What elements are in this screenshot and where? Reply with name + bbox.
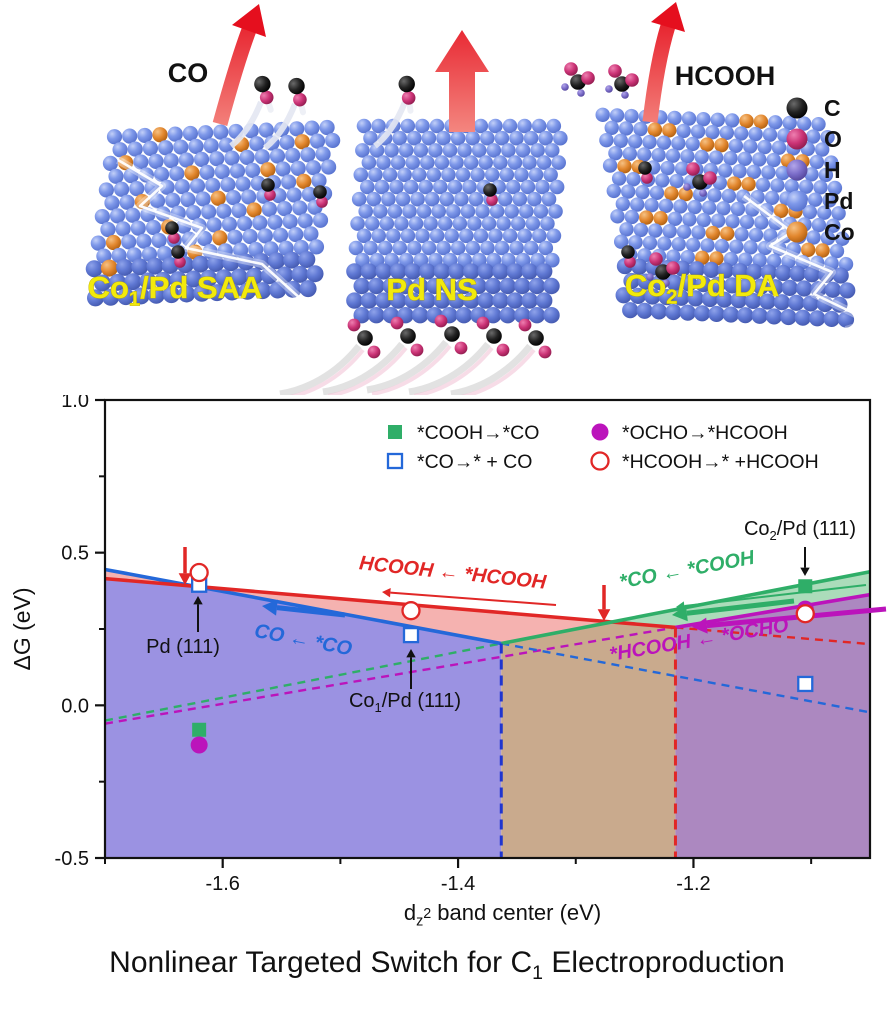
atom-legend-item-pd: Pd xyxy=(786,188,853,214)
o-atom-icon xyxy=(786,128,808,150)
line-label: *CO ← *COOH xyxy=(618,547,757,594)
co-atom-icon xyxy=(786,221,808,243)
axes: -1.6 -1.4 -1.2 1.0 0.5 0.0 -0.5 dz2 band center… xyxy=(55,395,872,929)
point-label-arrow xyxy=(800,547,810,576)
co-flow-label: CO xyxy=(168,58,209,88)
point-label-text: Co2/Pd (111) xyxy=(744,518,856,543)
legend-item-2: *CO→* + CO xyxy=(386,451,532,473)
adsorbed-co xyxy=(171,245,186,268)
co2-molecule xyxy=(476,316,510,357)
atom-legend-label: C xyxy=(824,95,841,121)
y-tick-label: 0.0 xyxy=(61,695,89,717)
guide-arrow xyxy=(597,585,611,621)
free-energy-chart: -1.6 -1.4 -1.2 1.0 0.5 0.0 -0.5 dz2 band center… xyxy=(9,395,887,929)
atom-legend-label: Pd xyxy=(824,188,853,214)
point-label-text: Co1/Pd (111) xyxy=(349,690,461,715)
pd-atom-icon xyxy=(786,190,808,212)
legend-item-3: *HCOOH→* +HCOOH xyxy=(590,451,819,473)
legend-label: *COOH→*CO xyxy=(417,422,539,444)
adsorbed-co xyxy=(483,183,498,206)
h-atom-icon xyxy=(786,159,808,181)
atom-legend-label: Co xyxy=(824,219,855,245)
adsorbed-co xyxy=(165,221,180,244)
x-tick-label: -1.6 xyxy=(205,873,239,895)
series-3 xyxy=(189,562,815,624)
atom-legend-item-o: O xyxy=(786,126,842,152)
point-label-arrow xyxy=(406,649,416,689)
adsorbed-co xyxy=(313,185,328,208)
co2-molecule xyxy=(390,316,424,357)
y-tick-label: 0.5 xyxy=(61,543,89,565)
co2-molecule xyxy=(347,318,381,359)
region-middle xyxy=(501,622,676,858)
slab-label-1: Co1/Pd SAA xyxy=(88,270,263,310)
caption-text: Nonlinear Targeted Switch for C xyxy=(109,946,533,979)
hcooh-molecule xyxy=(646,252,680,287)
y-tick-label: -0.5 xyxy=(55,848,89,870)
hcooh-molecule xyxy=(683,162,717,197)
adsorbed-co xyxy=(261,178,276,201)
hcooh-flow-label: HCOOH xyxy=(675,61,776,91)
adsorbed-co xyxy=(638,161,653,184)
hcooh-arrow xyxy=(642,23,676,123)
adsorbed-co xyxy=(621,245,636,268)
lightning-bolt-left xyxy=(117,158,303,301)
atom-legend-label: O xyxy=(824,126,842,152)
point-label-arrow xyxy=(193,596,203,632)
atom-legend-item-co: Co xyxy=(786,219,855,245)
desorption-arrows xyxy=(212,2,685,132)
x-tick-label: -1.2 xyxy=(676,873,710,895)
atom-legend: COH Pd Co xyxy=(786,95,855,245)
middle-up-arrow xyxy=(435,30,489,132)
legend-item-0: *COOH→*CO xyxy=(388,422,539,444)
x-axis-title: dz2 band center (eV) xyxy=(404,900,601,929)
chart-legend: *COOH→*CO *OCHO→*HCOOH *CO→* + CO *HCOOH→* … xyxy=(386,422,819,473)
region-left xyxy=(105,578,502,858)
guide-arrow xyxy=(178,547,192,585)
slab-label-3: Co2/Pd DA xyxy=(625,268,779,308)
x-tick-label: -1.4 xyxy=(441,873,475,895)
point-label-text: Pd (111) xyxy=(146,636,220,658)
atom-legend-label: H xyxy=(824,157,841,183)
co-molecule xyxy=(254,75,274,113)
region-right xyxy=(675,594,870,858)
y-axis-title: ΔG (eV) xyxy=(9,587,35,670)
figure-caption: Nonlinear Targeted Switch for C1 Electro… xyxy=(0,946,894,985)
data-points xyxy=(189,562,815,754)
caption-subscript: 1 xyxy=(532,962,544,984)
slab-pd-ns xyxy=(346,118,568,324)
point-label: Co2/Pd (111) xyxy=(744,518,856,576)
c-atom-icon xyxy=(786,97,808,119)
slab-co2-pd-da xyxy=(595,107,856,328)
co-molecule xyxy=(288,77,307,116)
co2-molecule xyxy=(434,314,468,355)
series-0 xyxy=(192,579,813,737)
legend-label: *OCHO→*HCOOH xyxy=(622,422,788,444)
point-label: Pd (111) xyxy=(146,596,220,658)
hcooh-molecule xyxy=(605,64,639,99)
co-arrow xyxy=(212,27,257,126)
legend-label: *HCOOH→* +HCOOH xyxy=(622,451,819,473)
molecules xyxy=(165,62,717,395)
line-label: HCOOH ← *HCOOH xyxy=(358,552,548,594)
co-molecule xyxy=(398,75,416,114)
legend-item-1: *OCHO→*HCOOH xyxy=(591,422,788,444)
atom-legend-item-h: H xyxy=(786,157,841,183)
caption-text-end: Electroproduction xyxy=(543,946,785,979)
legend-label: *CO→* + CO xyxy=(417,451,532,473)
co2-molecule xyxy=(518,318,552,359)
flow-arrow xyxy=(262,599,346,618)
y-tick-label: 1.0 xyxy=(61,395,89,412)
slab-label-2: Pd NS xyxy=(386,272,477,307)
atom-legend-item-c: C xyxy=(786,95,841,121)
flow-arrow xyxy=(382,587,557,606)
point-label: Co1/Pd (111) xyxy=(349,649,461,715)
flow-arrow xyxy=(672,598,795,622)
hcooh-molecule xyxy=(561,62,595,97)
